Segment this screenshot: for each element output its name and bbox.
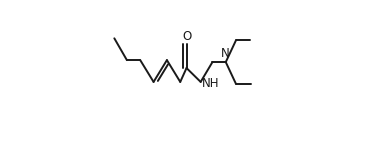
- Text: N: N: [221, 47, 229, 60]
- Text: O: O: [182, 30, 191, 43]
- Text: NH: NH: [202, 77, 220, 90]
